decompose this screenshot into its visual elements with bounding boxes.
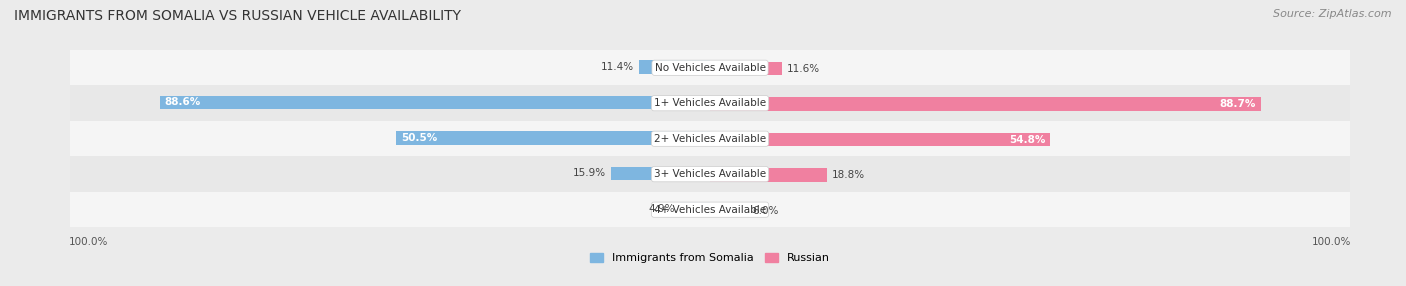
Bar [27, 121, 1393, 156]
Bar [679, 202, 710, 216]
Text: 6.0%: 6.0% [752, 206, 779, 216]
Text: 4.9%: 4.9% [648, 204, 675, 214]
Text: 3+ Vehicles Available: 3+ Vehicles Available [654, 169, 766, 179]
Bar [710, 97, 1261, 111]
Text: Source: ZipAtlas.com: Source: ZipAtlas.com [1274, 9, 1392, 19]
Text: 1+ Vehicles Available: 1+ Vehicles Available [654, 98, 766, 108]
Text: 88.6%: 88.6% [165, 97, 201, 107]
Bar [640, 60, 710, 74]
Text: 15.9%: 15.9% [574, 168, 606, 178]
Text: 4+ Vehicles Available: 4+ Vehicles Available [654, 205, 766, 215]
Bar [27, 192, 1393, 227]
Bar [27, 156, 1393, 192]
Text: IMMIGRANTS FROM SOMALIA VS RUSSIAN VEHICLE AVAILABILITY: IMMIGRANTS FROM SOMALIA VS RUSSIAN VEHIC… [14, 9, 461, 23]
Text: 11.4%: 11.4% [602, 62, 634, 72]
Text: 50.5%: 50.5% [401, 133, 437, 143]
Legend: Immigrants from Somalia, Russian: Immigrants from Somalia, Russian [591, 253, 830, 263]
Text: No Vehicles Available: No Vehicles Available [655, 63, 765, 73]
Bar [612, 166, 710, 180]
Bar [160, 96, 710, 109]
Text: 2+ Vehicles Available: 2+ Vehicles Available [654, 134, 766, 144]
Text: 11.6%: 11.6% [787, 63, 820, 74]
Bar [396, 131, 710, 144]
Bar [710, 133, 1050, 146]
Text: 88.7%: 88.7% [1219, 99, 1256, 109]
Bar [27, 86, 1393, 121]
Bar [710, 204, 748, 217]
Bar [27, 50, 1393, 86]
Text: 54.8%: 54.8% [1010, 135, 1046, 145]
Bar [710, 168, 827, 182]
Bar [710, 62, 782, 76]
Text: 18.8%: 18.8% [832, 170, 865, 180]
